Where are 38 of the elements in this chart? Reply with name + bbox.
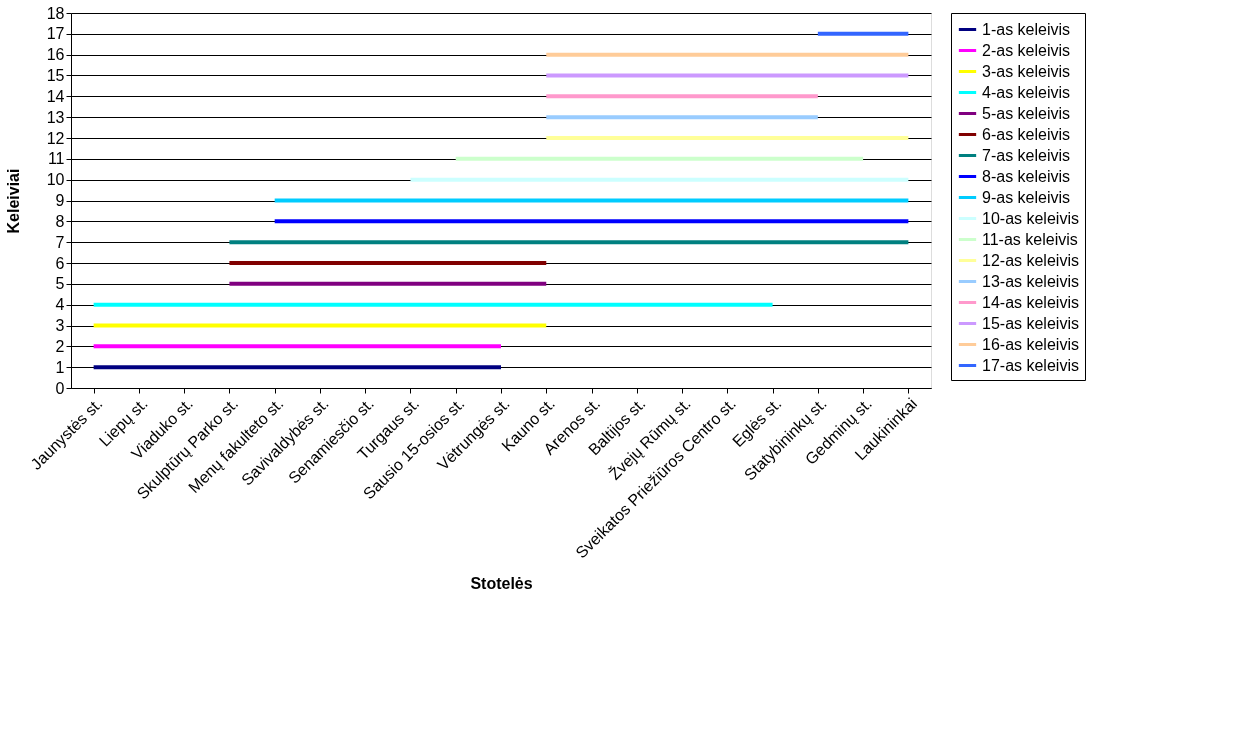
y-tick-label: 6 [55, 254, 65, 272]
y-tick-label: 3 [55, 317, 65, 334]
y-tick-label: 18 [46, 4, 65, 22]
y-tick-label: 4 [55, 296, 65, 314]
legend-label: 5-as keleivis [982, 104, 1071, 122]
legend-label: 7-as keleivis [982, 146, 1071, 164]
y-tick-label: 9 [55, 192, 65, 209]
y-tick-label: 5 [55, 275, 65, 293]
legend-label: 4-as keleivis [982, 83, 1071, 101]
y-tick-label: 11 [47, 150, 65, 168]
y-tick-label: 15 [46, 67, 65, 84]
y-tick-label: 17 [46, 25, 65, 43]
legend-label: 12-as keleivis [982, 251, 1079, 269]
y-tick-label: 16 [46, 46, 65, 64]
y-tick-label: 1 [55, 358, 65, 376]
y-tick-label: 7 [55, 233, 65, 251]
legend-label: 15-as keleivis [982, 314, 1079, 332]
legend-label: 1-as keleivis [982, 20, 1071, 38]
legend-label: 2-as keleivis [982, 41, 1071, 59]
legend-label: 17-as keleivis [982, 356, 1079, 374]
y-tick-label: 0 [55, 379, 65, 397]
legend-label: 14-as keleivis [982, 293, 1079, 311]
legend-label: 16-as keleivis [982, 335, 1079, 353]
y-tick-label: 14 [46, 87, 65, 105]
y-tick-label: 8 [55, 212, 65, 230]
legend-label: 8-as keleivis [982, 167, 1071, 185]
y-axis-title: Keleiviai [4, 168, 22, 234]
legend-label: 3-as keleivis [982, 62, 1071, 80]
x-axis-title: Stotelės [470, 575, 533, 593]
y-tick-label: 10 [46, 171, 65, 189]
y-tick-label: 13 [46, 108, 65, 126]
legend-label: 10-as keleivis [982, 209, 1079, 227]
legend-label: 9-as keleivis [982, 188, 1071, 206]
y-tick-label: 12 [46, 129, 65, 147]
y-tick-label: 2 [55, 337, 65, 355]
legend-label: 13-as keleivis [982, 272, 1079, 290]
legend-label: 6-as keleivis [982, 125, 1071, 143]
legend-label: 11-as keleivis [982, 230, 1078, 248]
